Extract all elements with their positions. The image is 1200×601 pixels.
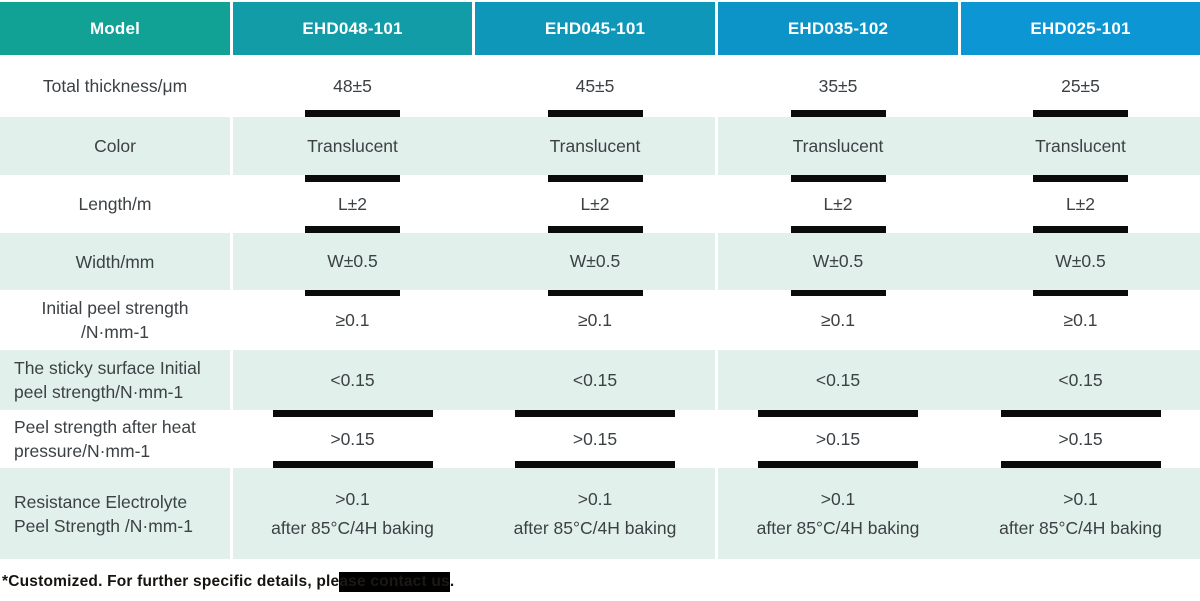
table-row: Total thickness/μm 48±5 45±5 35±5 25±5 — [0, 55, 1200, 117]
separator-bar — [515, 410, 675, 417]
cell-value: W±0.5 — [812, 251, 864, 271]
cell-value: >0.1 after 85°C/4H baking — [999, 488, 1162, 538]
cell-value: L±2 — [580, 193, 610, 214]
table-row: Color Translucent Translucent Translucent Tr… — [0, 117, 1200, 175]
cell-value: >0.1 after 85°C/4H baking — [271, 488, 434, 538]
separator-bar — [790, 226, 886, 233]
row-label: Total thickness/μm — [42, 76, 188, 96]
cell-value: 35±5 — [818, 75, 858, 96]
separator-bar — [547, 226, 643, 233]
row-label: Resistance Electrolyte Peel Strength /N·… — [14, 491, 193, 536]
cell-value: >0.15 — [572, 428, 618, 449]
cell-value: L±2 — [823, 193, 853, 214]
cell-value: <0.15 — [330, 369, 375, 390]
cell-value: >0.1 after 85°C/4H baking — [513, 488, 677, 538]
separator-bar — [1033, 290, 1128, 296]
footnote-text: *Customized. For further specific detail… — [2, 573, 340, 590]
separator-bar — [305, 290, 400, 296]
cell-value: 48±5 — [333, 75, 372, 96]
header-cell-EHD045-101: EHD045-101 — [475, 2, 715, 55]
cell-value: 45±5 — [575, 75, 615, 96]
table-row: Length/m L±2 L±2 L±2 L±2 — [0, 175, 1200, 233]
row-label: Length/m — [78, 194, 152, 214]
table-row: Initial peel strength /N·mm-1 ≥0.1 ≥0.1 ≥0.… — [0, 290, 1200, 350]
cell-value: ≥0.1 — [821, 309, 855, 330]
cell-value: W±0.5 — [569, 251, 621, 271]
table-row: Width/mm W±0.5 W±0.5 W±0.5 W±0.5 — [0, 233, 1200, 290]
separator-bar — [1033, 110, 1128, 117]
cell-value: L±2 — [1065, 193, 1096, 214]
separator-bar — [1033, 175, 1128, 182]
separator-bar — [1033, 226, 1128, 233]
cell-value: ≥0.1 — [335, 309, 370, 330]
separator-bar — [758, 410, 918, 417]
header-cell-EHD025-101: EHD025-101 — [961, 2, 1200, 55]
cell-value: ≥0.1 — [1063, 309, 1098, 330]
cell-value: >0.15 — [330, 428, 375, 449]
cell-value: ≥0.1 — [578, 309, 612, 330]
cell-value: Translucent — [307, 135, 398, 156]
cell-value: >0.15 — [815, 428, 861, 449]
footnote: *Customized. For further specific detail… — [2, 571, 454, 593]
header-cell-model: Model — [0, 2, 230, 55]
separator-bar — [790, 290, 886, 296]
separator-bar — [758, 461, 918, 468]
separator-bar — [305, 110, 400, 117]
separator-bar — [305, 226, 400, 233]
cell-value: <0.15 — [572, 369, 618, 390]
header-cell-EHD048-101: EHD048-101 — [233, 2, 472, 55]
cell-value: <0.15 — [815, 369, 861, 390]
separator-bar — [790, 110, 886, 117]
table-row: Peel strength after heat pressure/N·mm-1… — [0, 410, 1200, 468]
cell-value: >0.1 after 85°C/4H baking — [756, 488, 920, 538]
row-label: Color — [94, 136, 136, 156]
separator-bar — [515, 461, 675, 468]
separator-bar — [272, 461, 433, 468]
table-row: The sticky surface Initial peel strength… — [0, 350, 1200, 410]
separator-bar — [1000, 461, 1161, 468]
footnote-period: . — [449, 573, 455, 590]
separator-bar — [790, 175, 886, 182]
separator-bar — [1000, 410, 1161, 417]
row-label: Width/mm — [75, 251, 155, 272]
cell-value: >0.15 — [1058, 428, 1103, 449]
row-label: The sticky surface Initial peel strength… — [14, 358, 201, 402]
separator-bar — [547, 175, 643, 182]
footnote-highlighted-text: ase contact us — [339, 572, 450, 592]
cell-value: <0.15 — [1058, 369, 1103, 390]
row-label: Peel strength after heat pressure/N·mm-1 — [14, 417, 196, 461]
cell-value: Translucent — [792, 135, 884, 156]
header-cell-EHD035-102: EHD035-102 — [718, 2, 958, 55]
cell-value: L±2 — [337, 193, 368, 214]
cell-value: Translucent — [549, 135, 641, 156]
separator-bar — [305, 175, 400, 182]
cell-value: W±0.5 — [1055, 251, 1106, 271]
separator-bar — [547, 290, 643, 296]
row-label: Initial peel strength /N·mm-1 — [41, 298, 189, 342]
table-header-row: Model EHD048-101 EHD045-101 EHD035-102 EHD02… — [0, 2, 1200, 55]
cell-value: 25±5 — [1061, 75, 1100, 96]
cell-value: Translucent — [1035, 135, 1126, 156]
table-row: Resistance Electrolyte Peel Strength /N·… — [0, 468, 1200, 559]
separator-bar — [272, 410, 433, 417]
cell-value: W±0.5 — [327, 251, 378, 271]
separator-bar — [547, 110, 643, 117]
